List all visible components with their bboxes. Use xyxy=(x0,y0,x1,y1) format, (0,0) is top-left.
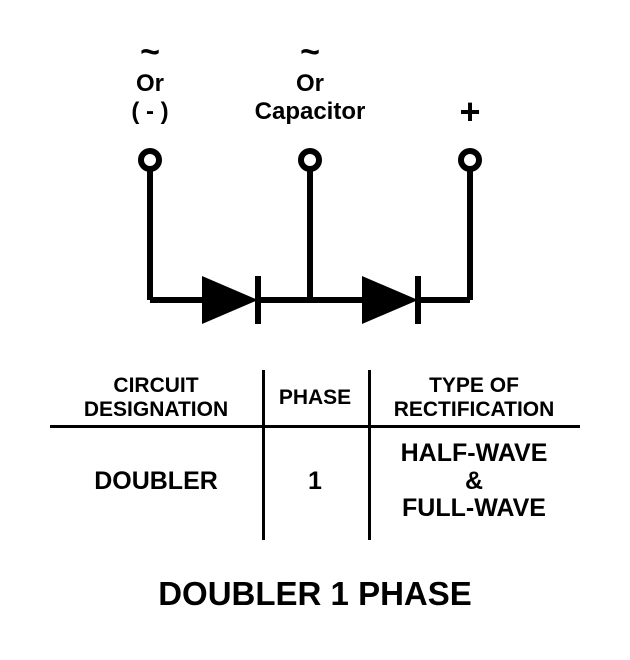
cell-rectification: HALF-WAVE & FULL-WAVE xyxy=(368,426,580,536)
terminal-left-minus: ( - ) xyxy=(110,98,190,127)
table-divider-right xyxy=(368,370,371,540)
cell-designation: DOUBLER xyxy=(50,426,262,536)
terminal-mid-cap: Capacitor xyxy=(240,98,380,127)
table-row: DOUBLER 1 HALF-WAVE & FULL-WAVE xyxy=(50,426,580,536)
terminal-left-tilde: ~ xyxy=(130,32,170,73)
header-rectification: TYPE OF RECTIFICATION xyxy=(368,370,580,426)
table-divider-left xyxy=(262,370,265,540)
circuit-diagram: ~ Or ( - ) ~ Or Capacitor + xyxy=(0,0,630,360)
terminal-left-or: Or xyxy=(120,70,180,99)
spec-table: CIRCUIT DESIGNATION PHASE TYPE OF RECTIF… xyxy=(50,370,580,536)
spec-table-grid: CIRCUIT DESIGNATION PHASE TYPE OF RECTIF… xyxy=(50,370,580,536)
cell-phase: 1 xyxy=(262,426,368,536)
diagram-title: DOUBLER 1 PHASE xyxy=(0,575,630,613)
header-designation: CIRCUIT DESIGNATION xyxy=(50,370,262,426)
terminal-right-plus: + xyxy=(450,90,490,133)
terminal-mid-tilde: ~ xyxy=(290,32,330,73)
terminal-mid-or: Or xyxy=(280,70,340,99)
table-header-row: CIRCUIT DESIGNATION PHASE TYPE OF RECTIF… xyxy=(50,370,580,426)
table-divider-horizontal xyxy=(50,425,580,428)
header-phase: PHASE xyxy=(262,370,368,426)
